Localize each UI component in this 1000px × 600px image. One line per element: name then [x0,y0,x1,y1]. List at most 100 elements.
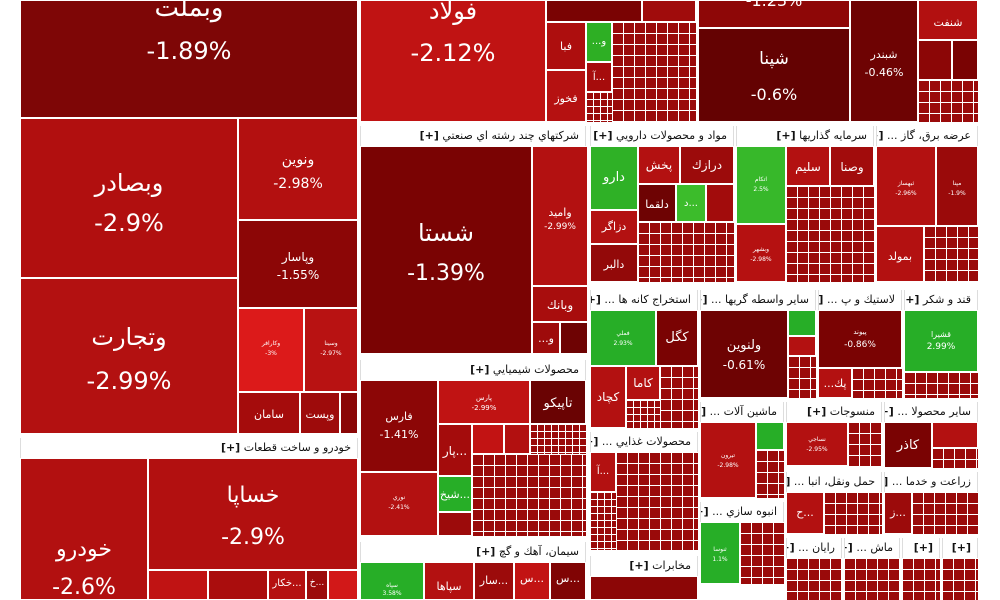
expand-icon[interactable]: [+] [787,475,790,488]
tile-shasta[interactable]: شستا -1.39% [360,146,532,354]
tile-auto-small-3[interactable] [328,570,358,600]
tile-chem-a[interactable] [472,424,504,454]
tile-khm[interactable]: خ... [306,570,328,600]
tile-metal-b[interactable] [642,0,696,22]
section-header-multi-industry[interactable]: شرکتهاي چند رشته اي صنعتي [+] [360,126,586,146]
section-header-mini-1[interactable]: [+] [902,538,940,558]
tile-shbandar[interactable]: شبندر -0.46% [850,0,918,122]
tile-a-food[interactable]: آ... [590,452,616,492]
tile-darou[interactable]: دارو [590,146,638,210]
tile-slim[interactable]: سليم [786,146,830,186]
section-header-pharma[interactable]: مواد و محصولات دارويي [+] [590,126,734,146]
tile-kchad[interactable]: كچاد [590,366,626,428]
tile-dd[interactable]: د... [676,184,706,222]
tile-vpost[interactable]: وپست [300,392,340,434]
tile-metal-a[interactable] [546,0,642,22]
tile-bmould[interactable]: بمولد [876,226,924,282]
expand-icon[interactable]: [+] [220,441,241,454]
tile-khsapa[interactable]: خساپا -2.9% [148,458,358,570]
expand-icon[interactable]: [+] [776,129,796,142]
expand-icon[interactable]: [+] [885,405,894,418]
section-header-telecom[interactable]: مخابرات [+] [590,556,698,576]
tile-oil-b[interactable] [952,40,978,80]
tile-dalbar[interactable]: دالبر [590,244,638,282]
expand-icon[interactable]: [+] [913,541,933,554]
section-header-plastic[interactable]: لاستيك و پ ... [+] [818,290,902,310]
tile-fars[interactable]: فارس -1.41% [360,380,438,472]
section-header-textile[interactable]: منسوجات [+] [786,402,882,422]
section-header-transport[interactable]: حمل ونقل، انبا ... [+] [786,472,882,492]
section-header-other-products[interactable]: ساير محصولا ... [+] [884,402,978,422]
tile-pakhsh[interactable]: پخش [638,146,680,184]
expand-icon[interactable]: [+] [807,405,827,418]
tile-multi-small[interactable] [560,322,588,354]
expand-icon[interactable]: [+] [845,541,853,554]
expand-icon[interactable]: [+] [701,505,709,518]
tile-chem-c[interactable] [438,512,472,536]
tile-khkr[interactable]: خكار... [268,570,306,600]
tile-vsna[interactable]: وصنا [830,146,874,186]
expand-icon[interactable]: [+] [591,435,599,448]
tile-pk[interactable]: ...پك [818,368,852,398]
section-header-food[interactable]: محصولات غذايي ... [+] [590,432,698,452]
tile-parsan[interactable]: پارس -2.99% [438,380,530,424]
tile-vpasar[interactable]: وپاسار -1.55% [238,220,358,308]
tile-sepah[interactable]: سپاه 3.58% [360,562,424,600]
tile-ppeyvand[interactable]: پيوند -0.86% [818,310,902,368]
tile-telecom[interactable] [590,576,698,600]
tile-vtejarat[interactable]: وتجارت -2.99% [20,278,238,434]
section-header-mass-construction[interactable]: انبوه سازي ... [+] [700,502,784,522]
section-header-sugar[interactable]: قند و شكر [+] [904,290,978,310]
tile-sar[interactable]: سار... [474,562,514,600]
tile-foolad[interactable]: فولاد -2.12% [360,0,546,122]
expand-icon[interactable]: [+] [905,293,920,306]
tile-vg2[interactable]: وبشهر -2.98% [736,224,786,282]
tile-sim[interactable]: س... [550,562,586,600]
tile-vkarafarin[interactable]: وكارافر -3% [238,308,304,392]
tile-auto-small-2[interactable] [208,570,268,600]
tile-vbsader[interactable]: وبصادر -2.9% [20,118,238,278]
expand-icon[interactable]: [+] [591,293,601,306]
tile-vlnovin[interactable]: ولنوين -0.61% [700,310,788,398]
tile-kgol[interactable]: كگل [656,310,698,366]
expand-icon[interactable]: [+] [593,129,613,142]
tile-z[interactable]: ز... [884,492,912,534]
section-header-utilities[interactable]: عرضه برق، گاز ... [+] [876,126,978,146]
expand-icon[interactable]: [+] [877,129,884,142]
tile-dalqama[interactable]: دلقما [638,184,676,222]
tile-tapico[interactable]: تاپيكو [530,380,586,424]
expand-icon[interactable]: [+] [951,541,971,554]
expand-icon[interactable]: [+] [629,559,649,572]
section-header-financial[interactable]: ساير واسطه گريها ... [+] [700,290,816,310]
tile-shpna[interactable]: شپنا -0.6% [698,28,850,122]
tile-kazr[interactable]: كاذر [884,422,932,468]
expand-icon[interactable]: [+] [787,541,795,554]
tile-vsina[interactable]: وسينا -2.97% [304,308,358,392]
section-header-machinery[interactable]: ماشين آلات ... [+] [700,402,784,422]
tile-fava[interactable]: فبا [546,22,586,70]
tile-fmli[interactable]: فملي 2.93% [590,310,656,366]
tile-sabz[interactable]: ثنوسا 1.1% [700,522,740,584]
section-header-cement[interactable]: سيمان، آهك و گچ [+] [360,542,586,562]
tile-fin-green[interactable] [788,310,816,336]
tile-qshira[interactable]: قشيرا 2.99% [904,310,978,372]
section-header-investment[interactable]: سرمايه گذاريها [+] [736,126,874,146]
tile-ma1[interactable]: تيرون -2.98% [700,422,756,498]
expand-icon[interactable]: [+] [701,405,707,418]
tile-h[interactable]: ح... [786,492,824,534]
tile-dozagr[interactable]: دزاگر [590,210,638,244]
tile-top-right[interactable]: -1.23% [698,0,850,28]
tile-vamid[interactable]: واميد -2.99% [532,146,588,286]
tile-chem-b[interactable] [504,424,530,454]
section-header-machine2[interactable]: ماش ... [+] [844,538,900,558]
tile-shanft[interactable]: شنفت [918,0,978,40]
tile-other-a[interactable] [932,422,978,448]
section-header-auto[interactable]: خودرو و ساخت قطعات [+] [20,438,358,458]
tile-nouri[interactable]: نوري -2.41% [360,472,438,536]
section-header-mini-2[interactable]: [+] [942,538,978,558]
tile-dorazak[interactable]: درازك [680,146,734,184]
tile-small[interactable] [340,392,358,434]
tile-fin-a[interactable] [788,336,816,356]
section-header-agriculture[interactable]: زراعت و خدما ... [+] [884,472,978,492]
tile-par[interactable]: پار... [438,424,472,476]
